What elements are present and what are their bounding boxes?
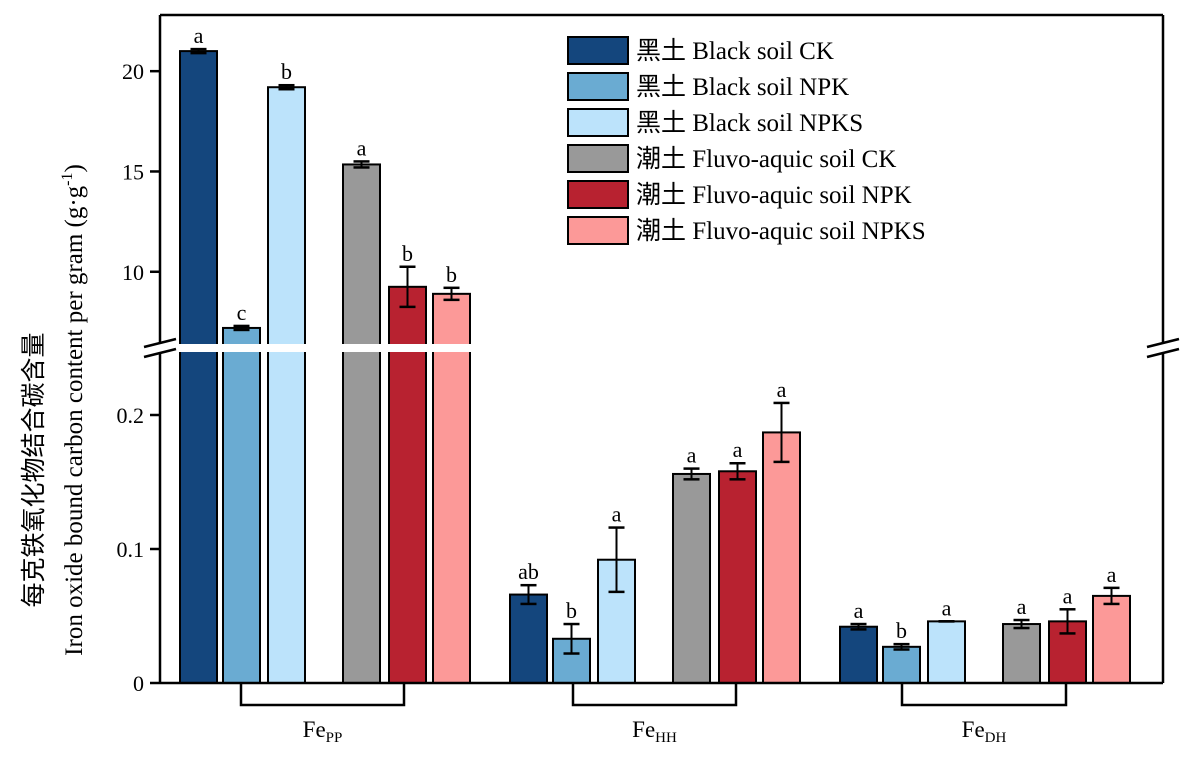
bar-2-group-3 xyxy=(882,645,921,685)
legend-swatch-4 xyxy=(567,144,629,173)
bar-1-group-2 xyxy=(509,593,548,684)
significance-letter-2-3: b xyxy=(896,618,907,643)
legend-swatch-5 xyxy=(567,180,629,209)
significance-letter-4-2: a xyxy=(687,443,697,468)
bar-6-group-2 xyxy=(762,431,801,685)
significance-letter-2-1: c xyxy=(237,300,247,325)
y-tick-label-upper-3: 20 xyxy=(122,59,144,84)
axis-break-mark-1b xyxy=(143,347,177,359)
legend-swatch-2 xyxy=(567,72,629,101)
significance-letter-3-1: b xyxy=(281,59,292,84)
y-tick-label-upper-1: 10 xyxy=(122,260,144,285)
bar-4-group-3 xyxy=(1002,623,1041,684)
legend-label-3: 黑土 Black soil NPKS xyxy=(636,109,863,137)
legend-swatch-6 xyxy=(567,216,629,245)
significance-letter-1-1: a xyxy=(194,23,204,48)
y-ticks: 10 15 20 0 0.1 0.2 xyxy=(117,59,160,696)
significance-letter-5-1: b xyxy=(402,241,413,266)
significance-letter-6-3: a xyxy=(1107,562,1117,587)
y-tick-label-upper-2: 15 xyxy=(122,159,144,184)
group-label-1: FePP xyxy=(303,717,343,746)
axis-break-mark-1a xyxy=(143,337,177,349)
significance-letter-1-2: ab xyxy=(518,559,539,584)
group-label-2: FeHH xyxy=(632,717,677,746)
significance-letter-5-2: a xyxy=(733,437,743,462)
bar-1-group-3 xyxy=(839,625,878,684)
legend-label-1: 黑土 Black soil CK xyxy=(636,37,834,65)
y-axis-title: Iron oxide bound carbon content per gram… xyxy=(20,164,88,656)
legend: 黑土 Black soil CK 黑土 Black soil NPK 黑土 Blac… xyxy=(567,36,926,245)
plot-frame xyxy=(143,13,1180,685)
legend-label-6: 潮土 Fluvo-aquic soil NPKS xyxy=(636,217,926,245)
axis-break-gap xyxy=(162,344,1162,352)
x-group-labels: FePP FeHH FeDH xyxy=(239,683,1068,746)
axis-break-mark-2b xyxy=(1146,347,1180,359)
group-bracket-3 xyxy=(900,683,1068,707)
group-bracket-1 xyxy=(239,683,406,707)
significance-letter-4-1: a xyxy=(357,135,367,160)
bar-3-group-3 xyxy=(927,620,966,684)
bar-4-group-1 xyxy=(342,163,381,684)
y-axis-title-en: Iron oxide bound carbon content per gram… xyxy=(59,164,88,656)
bar-3-group-1 xyxy=(267,86,306,685)
significance-letter-3-3: a xyxy=(942,595,952,620)
legend-swatch-1 xyxy=(567,36,629,65)
bar-6-group-1 xyxy=(432,292,471,684)
bar-1-group-1 xyxy=(179,50,218,684)
group-label-3: FeDH xyxy=(962,717,1007,746)
legend-swatch-3 xyxy=(567,108,629,137)
legend-label-4: 潮土 Fluvo-aquic soil CK xyxy=(636,145,896,173)
y-tick-label-lower-3: 0.2 xyxy=(117,403,145,428)
significance-letter-6-1: b xyxy=(446,262,457,287)
significance-letter-1-3: a xyxy=(854,598,864,623)
significance-letter-2-2: b xyxy=(566,598,577,623)
y-tick-label-lower-1: 0 xyxy=(133,671,144,696)
bar-6-group-3 xyxy=(1092,594,1131,685)
bar-2-group-1 xyxy=(222,326,261,684)
significance-letter-3-2: a xyxy=(612,502,622,527)
legend-label-2: 黑土 Black soil NPK xyxy=(636,73,849,101)
group-bracket-2 xyxy=(571,683,738,707)
bar-5-group-2 xyxy=(718,470,757,684)
y-tick-label-lower-2: 0.1 xyxy=(117,537,145,562)
bar-4-group-2 xyxy=(672,472,711,684)
axis-break-mark-2a xyxy=(1146,337,1180,349)
significance-letter-4-3: a xyxy=(1017,594,1027,619)
significance-letter-6-2: a xyxy=(777,377,787,402)
legend-label-5: 潮土 Fluvo-aquic soil NPK xyxy=(636,181,912,209)
y-axis-title-cn: 每克铁氧化物结合碳含量 xyxy=(20,332,48,607)
significance-letter-5-3: a xyxy=(1063,583,1073,608)
